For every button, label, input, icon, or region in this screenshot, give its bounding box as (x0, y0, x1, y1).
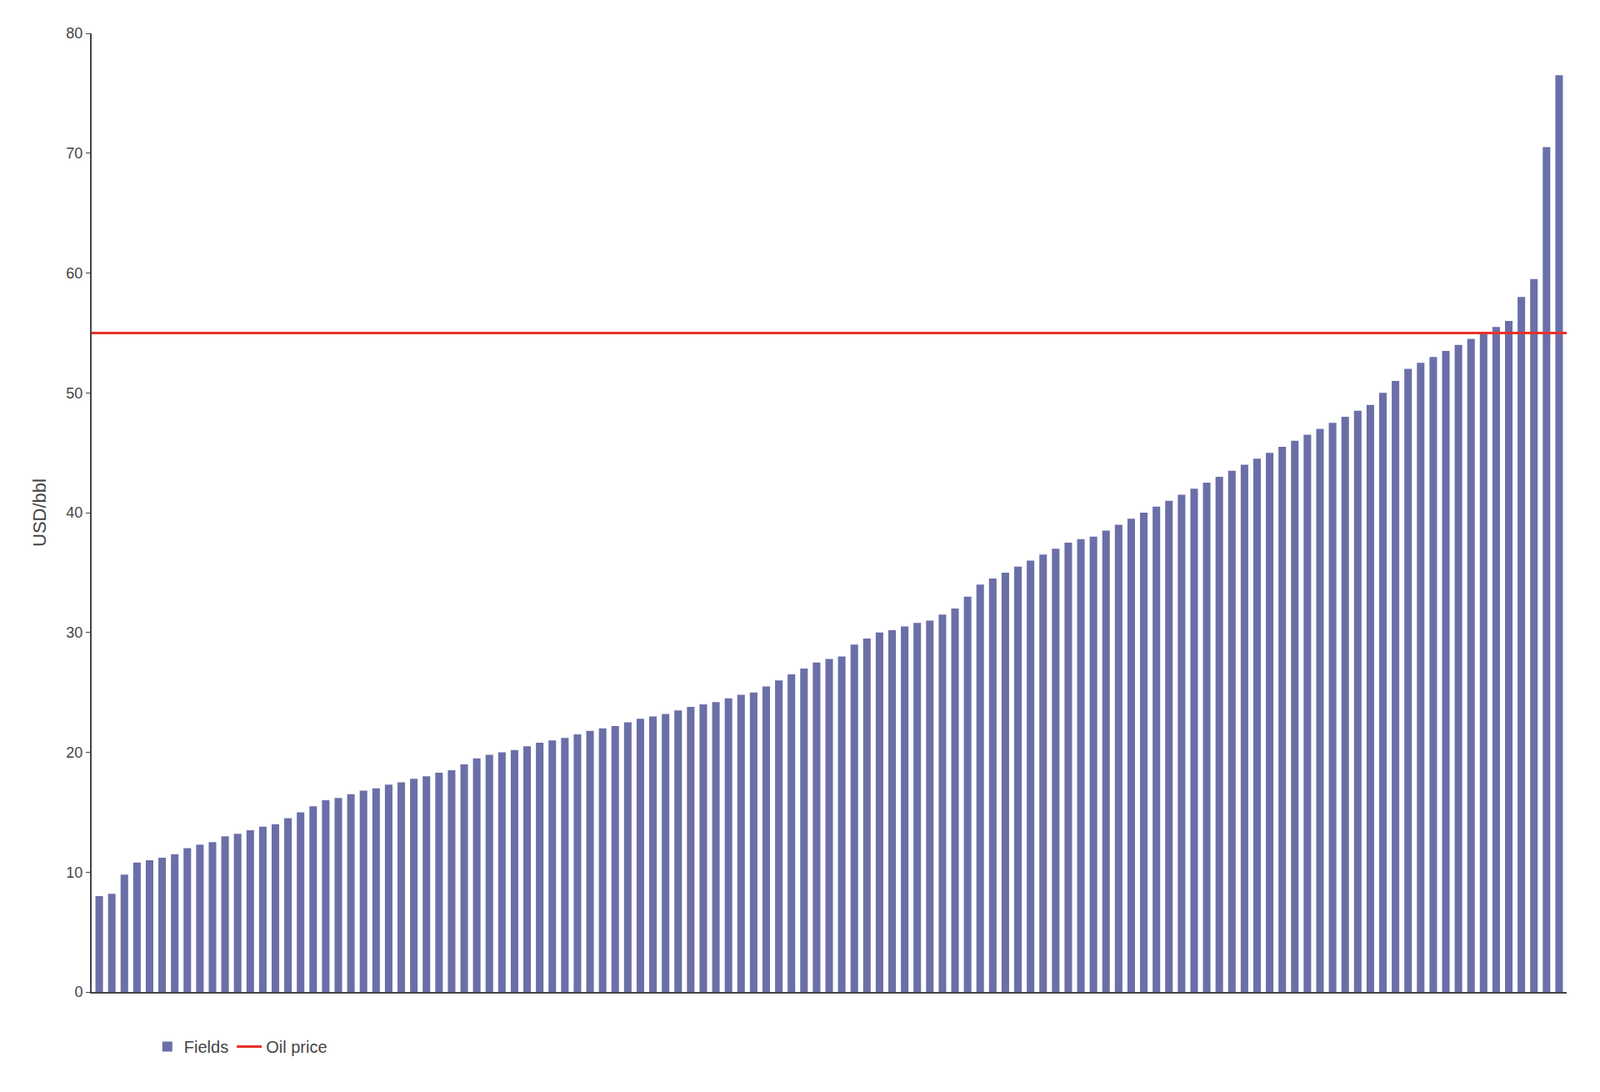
svg-text:60: 60 (65, 265, 83, 282)
svg-text:20: 20 (65, 744, 83, 761)
svg-text:80: 80 (65, 25, 83, 42)
svg-text:USD/bbl: USD/bbl (29, 478, 50, 547)
svg-text:Fields: Fields (184, 1037, 229, 1056)
svg-text:70: 70 (65, 145, 83, 162)
svg-text:10: 10 (65, 864, 83, 881)
svg-text:50: 50 (65, 385, 83, 402)
svg-text:40: 40 (65, 504, 83, 521)
svg-text:Oil price: Oil price (265, 1037, 327, 1056)
svg-text:0: 0 (74, 983, 83, 1000)
svg-text:30: 30 (65, 624, 83, 641)
